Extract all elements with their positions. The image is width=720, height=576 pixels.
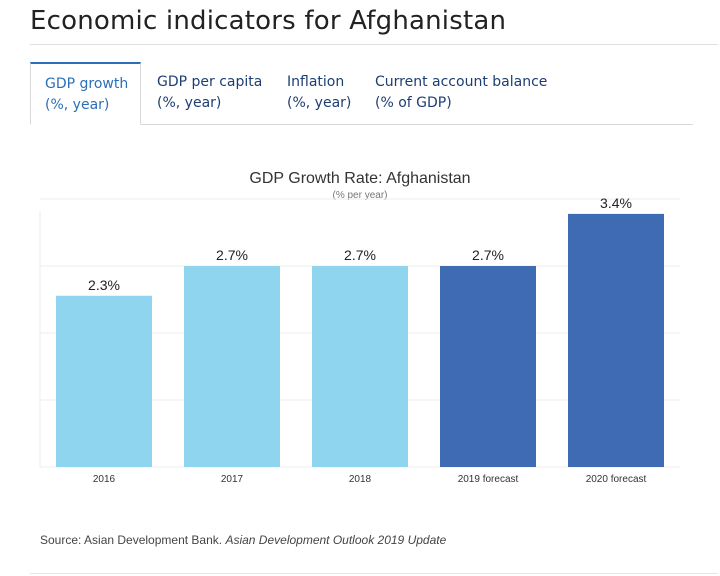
data-label: 2.3%	[88, 277, 120, 293]
bar	[184, 266, 280, 467]
bar	[440, 266, 536, 467]
tab-label: GDP per capita	[157, 74, 263, 90]
x-tick-label: 2018	[349, 474, 372, 485]
source-note: Source: Asian Development Bank. Asian De…	[40, 533, 446, 547]
data-label: 2.7%	[344, 247, 376, 263]
tab-gdp-growth[interactable]: GDP growth (%, year)	[30, 62, 141, 125]
x-tick-label: 2016	[93, 474, 116, 485]
tab-label: GDP growth	[45, 76, 129, 92]
tab-sublabel: (%, year)	[45, 97, 110, 113]
tab-sublabel: (% of GDP)	[375, 95, 452, 111]
tab-sublabel: (%, year)	[287, 95, 352, 111]
bar	[312, 266, 408, 467]
tab-current-account-balance[interactable]: Current account balance (% of GDP)	[361, 62, 561, 124]
bottom-divider	[30, 573, 718, 574]
indicator-tabs: GDP growth (%, year) GDP per capita (%, …	[30, 62, 693, 125]
bar	[56, 295, 152, 467]
tab-label: Current account balance	[375, 74, 548, 90]
tab-inflation[interactable]: Inflation (%, year)	[273, 62, 365, 124]
x-tick-label: 2019 forecast	[458, 474, 519, 485]
source-prefix: Source: Asian Development Bank.	[40, 533, 223, 547]
x-tick-label: 2017	[221, 474, 244, 485]
tab-label: Inflation	[287, 74, 345, 90]
x-tick-label: 2020 forecast	[586, 474, 647, 485]
data-label: 2.7%	[216, 247, 248, 263]
page-title: Economic indicators for Afghanistan	[30, 6, 507, 36]
data-label: 2.7%	[472, 247, 504, 263]
tab-sublabel: (%, year)	[157, 95, 222, 111]
tab-gdp-per-capita[interactable]: GDP per capita (%, year)	[143, 62, 276, 124]
bar	[568, 213, 664, 467]
chart-title: GDP Growth Rate: Afghanistan	[249, 170, 471, 187]
data-label: 3.4%	[600, 195, 632, 211]
title-divider	[30, 44, 718, 45]
source-publication: Asian Development Outlook 2019 Update	[225, 533, 447, 547]
chart-subtitle: (% per year)	[332, 190, 388, 201]
